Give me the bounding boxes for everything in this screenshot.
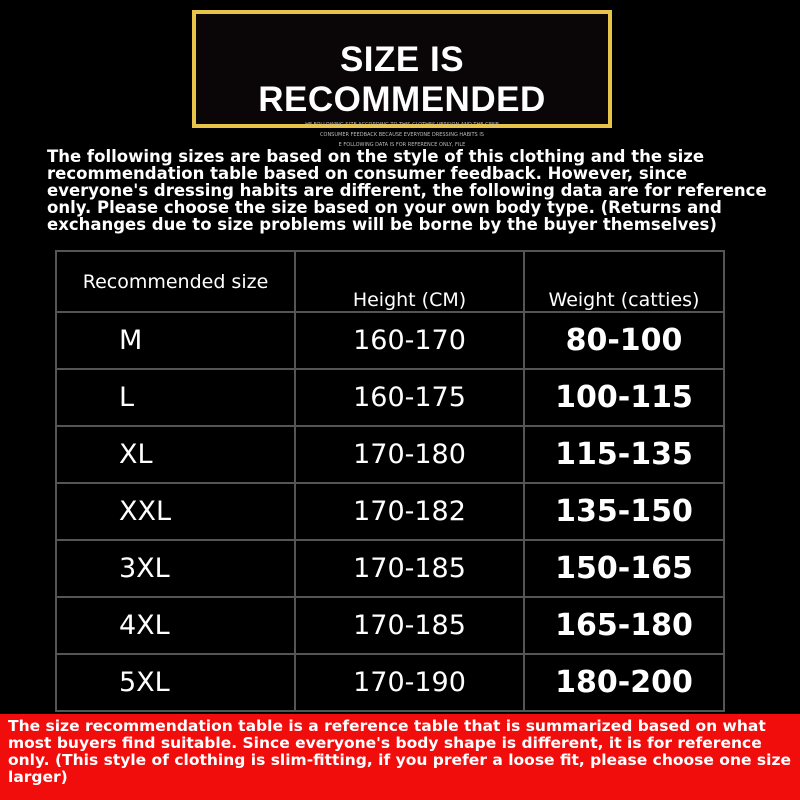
header-height: Height (CM) — [294, 250, 525, 313]
weight-cell: 150-165 — [523, 539, 725, 598]
size-cell: L — [55, 368, 296, 427]
height-cell: 170-190 — [294, 653, 525, 712]
header-weight: Weight (catties) — [523, 250, 725, 313]
banner-title: SIZE IS RECOMMENDED — [258, 40, 546, 119]
header-size: Recommended size — [55, 250, 296, 313]
header-row: Recommended size Height (CM) Weight (cat… — [55, 250, 725, 313]
footer-note: The size recommendation table is a refer… — [0, 714, 800, 800]
table-row: XXL 170-182 135-150 — [55, 482, 725, 541]
weight-cell: 135-150 — [523, 482, 725, 541]
banner-subtitle-3: E FOLLOWING DATA IS FOR REFERENCE ONLY, … — [338, 142, 466, 148]
size-table: Recommended size Height (CM) Weight (cat… — [55, 250, 725, 712]
size-cell: M — [55, 311, 296, 370]
weight-cell: 165-180 — [523, 596, 725, 655]
table-row: 3XL 170-185 150-165 — [55, 539, 725, 598]
banner-subtitle-2: CONSUMER FEEDBACK BECAUSE EVERYONE DRESS… — [320, 132, 484, 138]
intro-text: The following sizes are based on the sty… — [47, 147, 767, 234]
table-row: M 160-170 80-100 — [55, 311, 725, 370]
height-cell: 170-180 — [294, 425, 525, 484]
table-row: L 160-175 100-115 — [55, 368, 725, 427]
size-cell: XL — [55, 425, 296, 484]
table-row: 5XL 170-190 180-200 — [55, 653, 725, 712]
height-cell: 160-170 — [294, 311, 525, 370]
height-cell: 160-175 — [294, 368, 525, 427]
size-cell: 4XL — [55, 596, 296, 655]
height-cell: 170-185 — [294, 539, 525, 598]
title-banner: SIZE IS RECOMMENDED HE FOLLOWING SIZE AC… — [192, 10, 612, 148]
size-cell: XXL — [55, 482, 296, 541]
height-cell: 170-185 — [294, 596, 525, 655]
weight-cell: 80-100 — [523, 311, 725, 370]
table-row: 4XL 170-185 165-180 — [55, 596, 725, 655]
weight-cell: 100-115 — [523, 368, 725, 427]
size-cell: 3XL — [55, 539, 296, 598]
weight-cell: 115-135 — [523, 425, 725, 484]
table-row: XL 170-180 115-135 — [55, 425, 725, 484]
banner-subtitle-1: HE FOLLOWING SIZE ACCORDING TO THIS CLOT… — [305, 122, 499, 128]
size-cell: 5XL — [55, 653, 296, 712]
height-cell: 170-182 — [294, 482, 525, 541]
weight-cell: 180-200 — [523, 653, 725, 712]
